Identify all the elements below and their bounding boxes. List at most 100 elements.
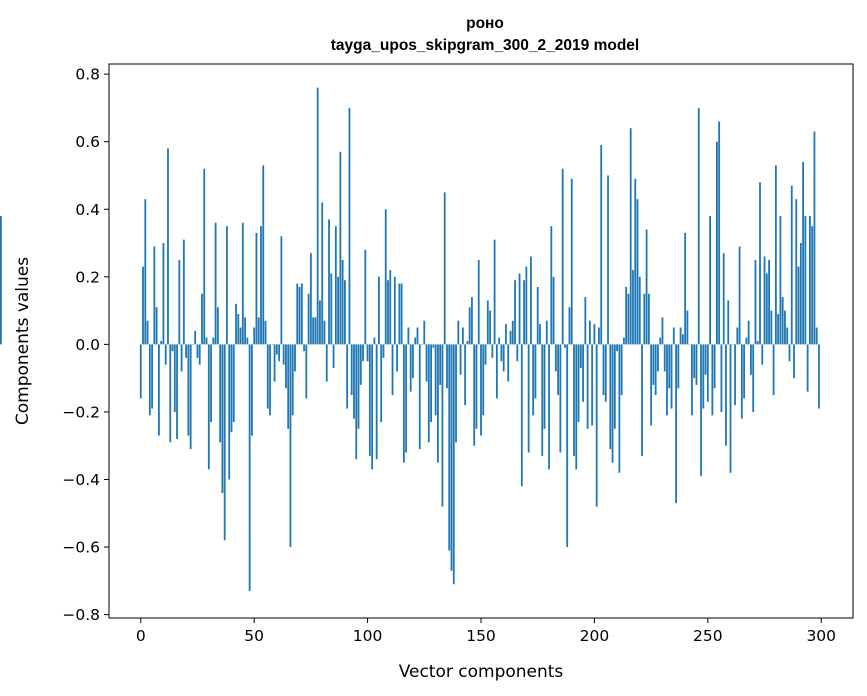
bar — [507, 344, 510, 382]
bar — [235, 303, 237, 345]
bar — [727, 300, 730, 345]
bar — [815, 327, 818, 345]
bar — [489, 310, 491, 345]
bar — [378, 276, 380, 345]
bar — [180, 344, 183, 372]
bar — [387, 280, 389, 345]
bar — [627, 293, 630, 345]
bar — [607, 175, 609, 345]
bar — [260, 226, 262, 345]
x-tick-label: 200 — [580, 627, 610, 645]
bar — [441, 344, 444, 507]
y-tick-label: 0.4 — [75, 201, 100, 219]
bar — [380, 344, 383, 423]
bar — [786, 327, 789, 345]
bar — [657, 344, 659, 372]
bar — [353, 344, 355, 419]
bar — [239, 327, 242, 345]
bar — [461, 327, 464, 345]
bar — [772, 344, 775, 396]
bar — [623, 337, 625, 345]
bar — [511, 320, 514, 345]
bar — [312, 317, 315, 345]
bar — [564, 344, 566, 348]
bar — [439, 344, 442, 385]
y-tick-label: 0.8 — [75, 66, 100, 84]
bar — [704, 344, 707, 375]
bar — [332, 344, 335, 369]
bar — [269, 344, 271, 416]
bar — [550, 226, 553, 345]
bar — [158, 344, 160, 436]
bar — [164, 344, 167, 365]
bar — [273, 344, 276, 382]
bar — [747, 320, 750, 345]
bar — [743, 344, 746, 399]
bar — [754, 259, 757, 345]
bar — [178, 259, 181, 345]
bar — [486, 300, 489, 345]
bar — [600, 145, 603, 345]
bar — [593, 324, 596, 345]
y-tick-label: −0.8 — [62, 606, 100, 624]
bar — [759, 182, 761, 345]
bar — [770, 310, 773, 345]
bar — [586, 344, 589, 429]
bar — [663, 344, 666, 372]
bar — [139, 344, 142, 399]
bar — [745, 337, 748, 345]
bar — [334, 226, 337, 345]
bars-group — [0, 87, 820, 591]
bar — [666, 344, 668, 416]
bar — [557, 344, 560, 396]
bar — [402, 344, 405, 463]
bar — [502, 344, 505, 372]
bar — [230, 344, 233, 433]
bar — [396, 344, 398, 372]
bar — [455, 344, 457, 443]
bar — [491, 344, 494, 358]
bar — [228, 344, 231, 480]
x-axis-label: Vector components — [399, 662, 564, 682]
bar — [545, 320, 548, 345]
bar — [552, 276, 555, 345]
bar — [520, 344, 523, 487]
bar — [355, 344, 358, 460]
bar — [146, 320, 149, 345]
bar — [314, 317, 317, 345]
bar — [618, 344, 621, 473]
bar — [686, 310, 689, 345]
bar — [466, 341, 469, 345]
bar — [575, 344, 578, 470]
bar — [668, 344, 671, 389]
bar — [237, 313, 240, 345]
bar — [641, 344, 643, 456]
bar — [244, 317, 246, 345]
bar — [620, 344, 623, 396]
y-axis-label: Components values — [13, 257, 33, 425]
bar — [709, 216, 711, 345]
bar — [414, 337, 417, 345]
bar — [652, 344, 655, 385]
bar — [319, 300, 321, 345]
bar — [219, 344, 222, 443]
bar — [368, 344, 371, 456]
bar — [534, 344, 537, 399]
y-tick-label: 0.6 — [75, 133, 100, 151]
bar — [588, 320, 591, 345]
bar — [763, 256, 766, 345]
bar — [194, 330, 197, 345]
bar — [282, 344, 285, 365]
bar — [389, 270, 392, 345]
y-tick-label: 0.2 — [75, 268, 100, 286]
bar — [278, 344, 281, 362]
bar — [151, 344, 153, 409]
bar — [291, 344, 294, 416]
bar — [661, 317, 664, 345]
bar — [643, 293, 646, 345]
bar — [525, 266, 528, 345]
bar — [330, 273, 333, 345]
bar — [716, 141, 718, 345]
bar — [784, 310, 786, 345]
bar — [241, 222, 244, 345]
